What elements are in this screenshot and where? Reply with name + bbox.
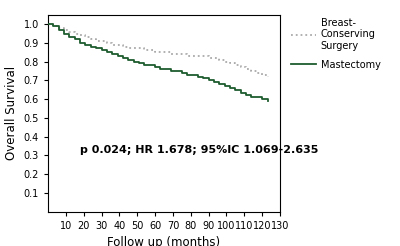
Y-axis label: Overall Survival: Overall Survival — [5, 66, 18, 160]
Text: p 0.024; HR 1.678; 95%IC 1.069-2.635: p 0.024; HR 1.678; 95%IC 1.069-2.635 — [80, 145, 318, 155]
X-axis label: Follow up (months): Follow up (months) — [108, 236, 220, 246]
Legend: Breast-
Conserving
Surgery, Mastectomy: Breast- Conserving Surgery, Mastectomy — [290, 16, 382, 72]
